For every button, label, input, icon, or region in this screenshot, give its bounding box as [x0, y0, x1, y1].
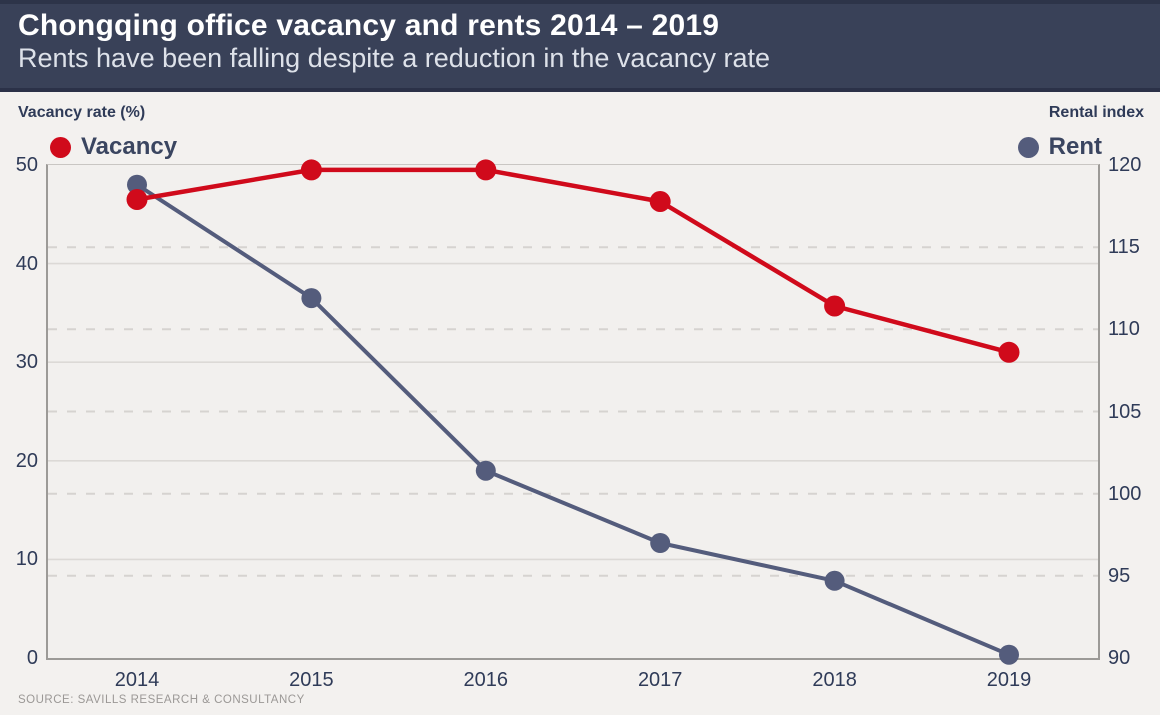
series-line-rent: [135, 182, 1011, 657]
right-tick-label-90: 90: [1108, 647, 1131, 669]
right-tick-label-105: 105: [1108, 400, 1142, 423]
chart-canvas: [48, 159, 1098, 665]
left-tick-label-20: 20: [15, 449, 38, 472]
series-point-vacancy-2017: [649, 191, 671, 212]
rent-legend-dot-icon: [1017, 136, 1039, 158]
series-point-vacancy-2014: [126, 189, 148, 210]
x-axis-label-2014: 2014: [114, 669, 160, 691]
vacancy-legend-dot-icon: [50, 136, 71, 158]
x-axis-label-2017: 2017: [637, 669, 683, 691]
left-axis-title: Vacancy rate (%): [18, 104, 146, 121]
right-tick-label-100: 100: [1108, 482, 1142, 505]
right-axis-title: Rental index: [1048, 104, 1144, 121]
x-axis-label-2015: 2015: [289, 669, 334, 691]
series-point-vacancy-2016: [475, 159, 497, 181]
right-tick-label-115: 115: [1108, 236, 1140, 259]
right-tick-label-95: 95: [1108, 564, 1131, 587]
page-title: Chongqing office vacancy and rents 2014 …: [18, 9, 720, 42]
series-point-rent-2014: [127, 174, 147, 195]
vacancy-legend-label: Vacancy: [81, 133, 178, 160]
source-credit: SOURCE: SAVILLS RESEARCH & CONSULTANCY: [18, 694, 305, 706]
series-point-rent-2015: [301, 288, 322, 309]
left-tick-label-10: 10: [15, 548, 38, 571]
series-line-vacancy: [134, 167, 1012, 355]
x-axis-label-2019: 2019: [986, 669, 1032, 691]
series-point-vacancy-2018: [824, 295, 846, 317]
left-tick-label-0: 0: [26, 647, 38, 669]
right-tick-label-110: 110: [1108, 318, 1140, 341]
chart-plot-area: [46, 159, 1100, 665]
legend-vacancy: Vacancy: [50, 133, 177, 161]
series-point-rent-2018: [824, 570, 845, 591]
left-tick-label-50: 50: [15, 154, 38, 176]
series-point-vacancy-2015: [300, 159, 322, 181]
legend-rent: Rent: [1017, 133, 1102, 161]
series-point-vacancy-2019: [998, 341, 1020, 363]
series-point-rent-2019: [999, 644, 1019, 665]
left-tick-label-30: 30: [15, 351, 38, 374]
series-point-rent-2017: [650, 533, 671, 553]
x-axis-label-2018: 2018: [812, 669, 857, 691]
page-subtitle: Rents have been falling despite a reduct…: [18, 43, 770, 73]
left-tick-label-40: 40: [15, 252, 38, 275]
right-tick-label-120: 120: [1108, 154, 1142, 176]
x-axis-label-2016: 2016: [463, 669, 509, 691]
header: Chongqing office vacancy and rents 2014 …: [0, 0, 1160, 92]
series-point-rent-2016: [475, 460, 496, 481]
rent-legend-label: Rent: [1048, 133, 1102, 160]
